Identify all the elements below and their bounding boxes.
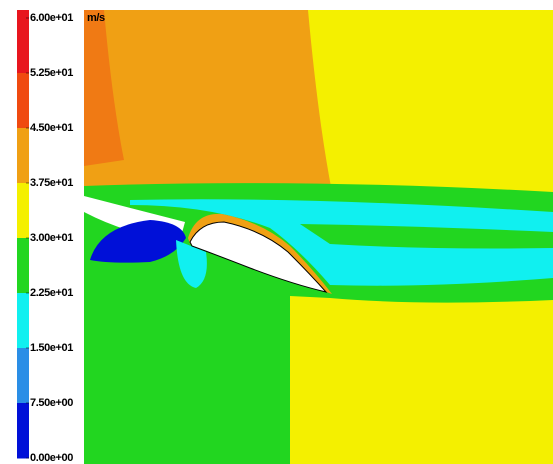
colorbar-tick-label: 5.25e+01 [30,67,73,79]
colorbar-tick-label: 0.00e+00 [30,452,73,464]
colorbar-tick-label: 3.00e+01 [30,232,73,244]
colorbar-band [17,293,29,349]
colorbar-band [17,10,29,74]
colorbar-tick-label: 7.50e+00 [30,397,73,409]
colorbar-band [17,403,29,459]
airfoil [189,221,328,293]
colorbar-tick-label: 3.75e+01 [30,177,73,189]
colorbar-tick-label: 2.25e+01 [30,287,73,299]
colorbar-band [17,238,29,294]
colorbar-tick-label: 4.50e+01 [30,122,73,134]
contour-field [84,10,553,464]
unit-label: m/s [87,12,105,24]
region-green-strip [300,224,553,249]
region-blue [90,220,186,263]
colorbar-band [17,348,29,404]
colorbar-band [17,183,29,239]
region-cyan-small [176,240,207,288]
colorbar-band [17,128,29,184]
colorbar-band [17,73,29,129]
region-dark-orange [84,10,124,166]
colorbar: 6.00e+01 5.25e+01 4.50e+01 3.75e+01 3.00e+01… [17,10,74,464]
region-orange [84,10,332,196]
colorbar-tick-label: 6.00e+01 [30,12,73,24]
colorbar-tick-label: 1.50e+01 [30,342,73,354]
